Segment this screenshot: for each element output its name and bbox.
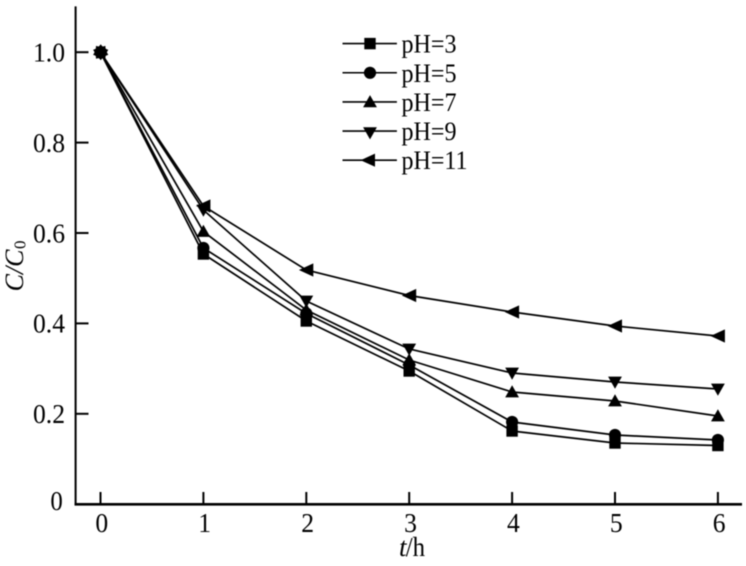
svg-text:0.4: 0.4 xyxy=(33,309,65,339)
svg-text:pH=3: pH=3 xyxy=(402,30,457,59)
svg-text:pH=5: pH=5 xyxy=(402,59,457,88)
svg-text:0: 0 xyxy=(95,508,108,538)
svg-text:6: 6 xyxy=(713,508,726,538)
svg-text:pH=9: pH=9 xyxy=(402,117,457,146)
svg-text:4: 4 xyxy=(507,508,520,538)
svg-text:0: 0 xyxy=(50,486,62,516)
svg-text:5: 5 xyxy=(610,508,623,538)
svg-text:2: 2 xyxy=(301,508,314,538)
svg-text:1: 1 xyxy=(198,508,211,538)
svg-text:0.6: 0.6 xyxy=(33,218,65,248)
svg-text:pH=11: pH=11 xyxy=(402,146,468,175)
svg-text:t: t xyxy=(399,532,408,561)
svg-text:3: 3 xyxy=(404,508,417,538)
svg-text:pH=7: pH=7 xyxy=(402,88,457,117)
svg-text:0.8: 0.8 xyxy=(33,128,65,158)
svg-text:/h: /h xyxy=(406,532,426,561)
svg-text:0.2: 0.2 xyxy=(33,399,65,429)
svg-text:0: 0 xyxy=(11,241,30,250)
svg-text:C/C: C/C xyxy=(0,249,29,292)
svg-text:1.0: 1.0 xyxy=(33,38,65,68)
